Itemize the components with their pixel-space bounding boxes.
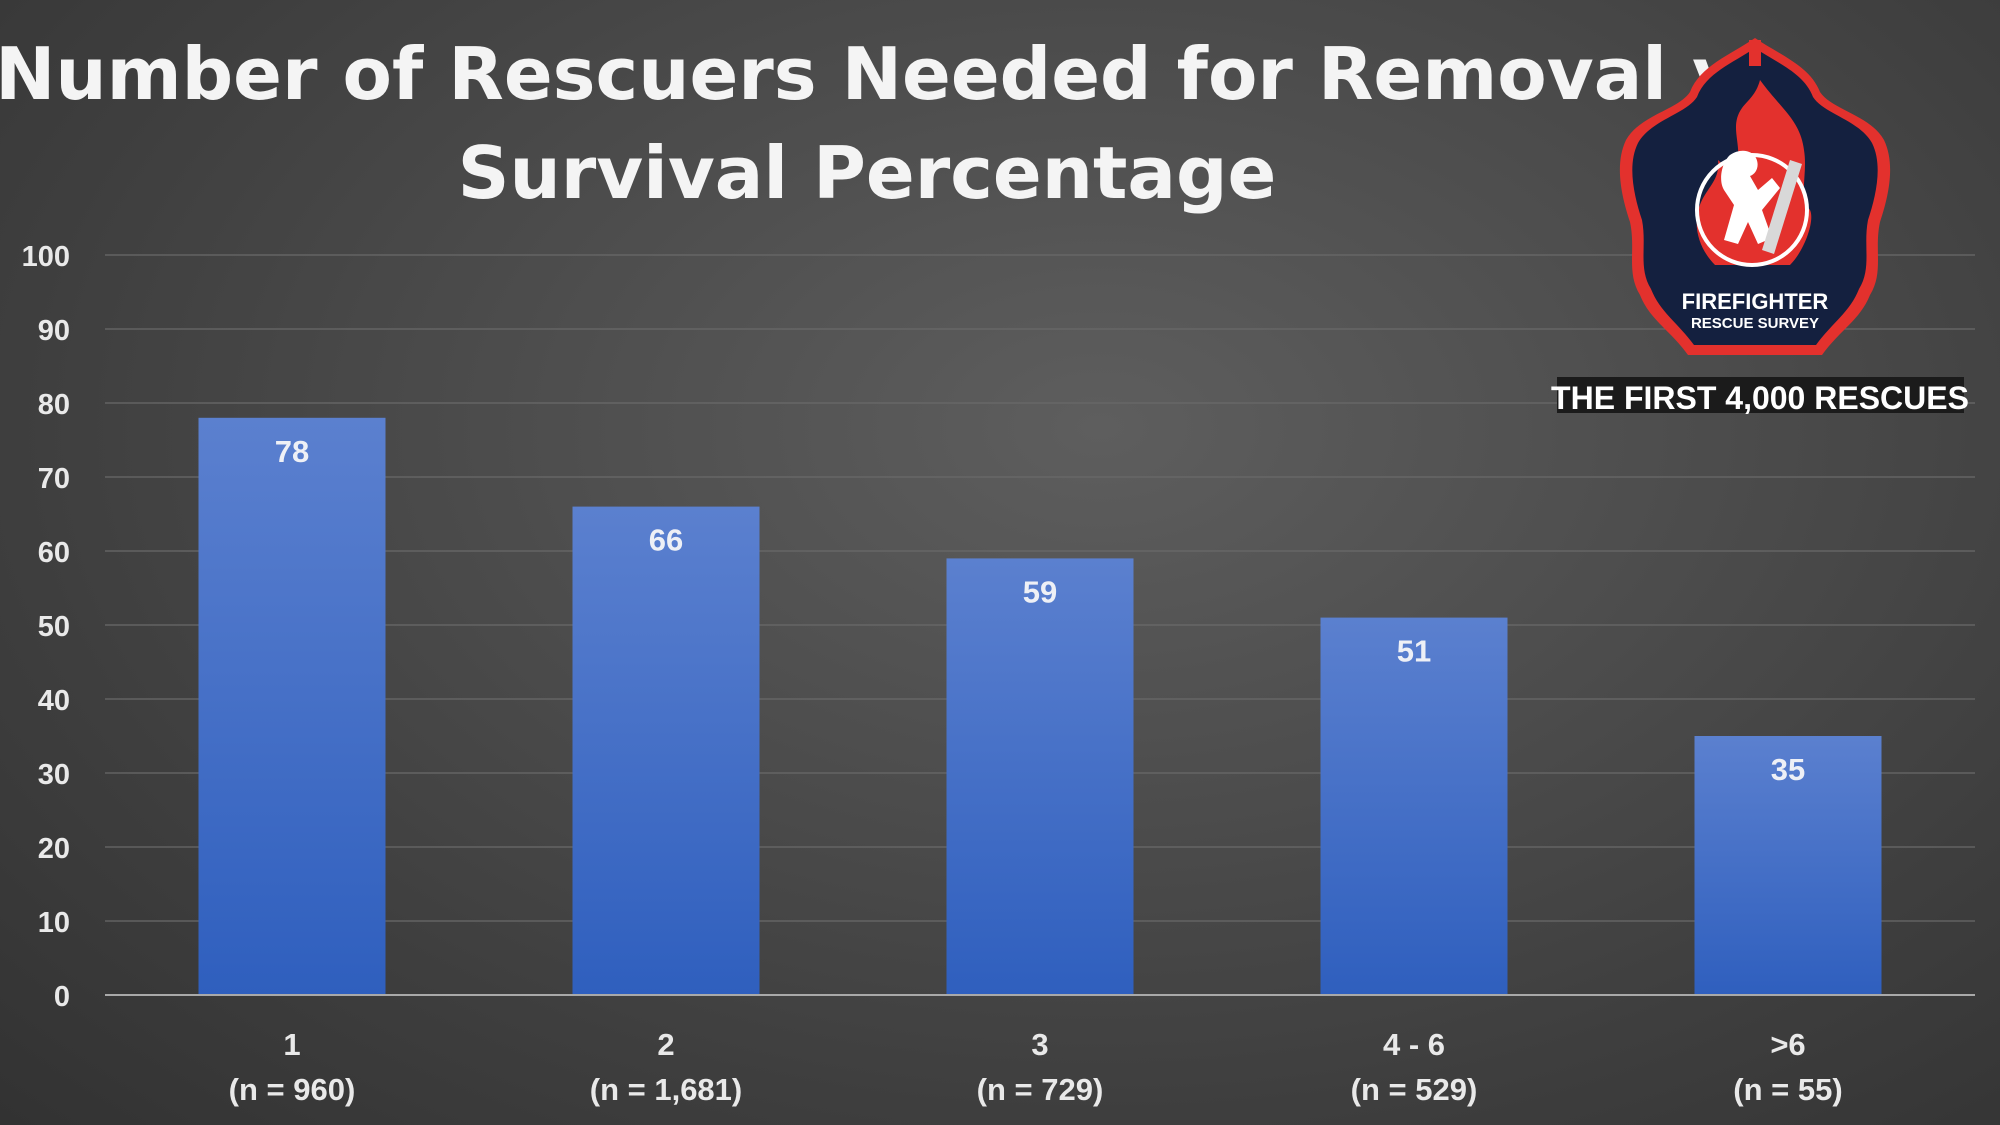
bar-data-label: 35 [1771,752,1805,787]
x-category-label: 2 [657,1027,674,1062]
y-tick-label: 10 [38,907,70,939]
x-category-label: >6 [1770,1027,1805,1062]
y-tick-label: 30 [38,759,70,791]
x-category-label: (n = 960) [229,1072,356,1107]
bar-data-label: 51 [1397,634,1431,669]
bar-data-label: 59 [1023,574,1057,609]
firefighter-figure-icon [1721,150,1780,244]
bar [946,558,1134,995]
x-category-label: (n = 1,681) [590,1072,743,1107]
bar-data-label: 78 [275,434,309,469]
y-tick-label: 40 [38,685,70,717]
y-tick-label: 80 [38,389,70,421]
firefighter-rescue-survey-logo: FIREFIGHTER RESCUE SURVEY [1619,38,1891,355]
chart-title-line-1: Number of Rescuers Needed for Removal v [0,32,1739,116]
y-axis-tick-labels: 0 10 20 30 40 50 60 70 80 90 100 [22,241,70,1013]
bar [1320,617,1508,995]
logo-top-notch-icon [1749,40,1761,66]
bars [198,417,1882,995]
x-category-label: 3 [1031,1027,1048,1062]
chart-title: Number of Rescuers Needed for Removal v … [0,32,1739,215]
y-tick-label: 50 [38,611,70,643]
x-category-label: (n = 729) [977,1072,1104,1107]
y-tick-label: 90 [38,315,70,347]
x-axis-category-labels: 1 (n = 960) 2 (n = 1,681) 3 (n = 729) 4 - 6 (n … [229,1027,1843,1107]
data-labels: 78 66 59 51 35 [275,434,1805,787]
ladder-icon [1762,160,1802,254]
x-category-label: (n = 529) [1351,1072,1478,1107]
x-category-label: 4 - 6 [1383,1027,1445,1062]
bar [572,506,760,995]
tagline-background [1557,377,1964,413]
y-tick-label: 0 [54,981,70,1013]
y-tick-label: 100 [22,241,70,273]
tagline-text: THE FIRST 4,000 RESCUES [1551,380,1969,416]
y-tick-label: 20 [38,833,70,865]
logo-text-rescue-survey: RESCUE SURVEY [1691,315,1819,332]
chart-title-line-2: Survival Percentage [458,131,1277,215]
y-tick-label: 60 [38,537,70,569]
y-tick-label: 70 [38,463,70,495]
bar [198,417,386,995]
logo-text-firefighter: FIREFIGHTER [1682,289,1829,314]
tagline-box: THE FIRST 4,000 RESCUES [1551,377,1969,416]
x-category-label: 1 [283,1027,300,1062]
bar [1694,736,1882,995]
bar-data-label: 66 [649,523,683,558]
x-category-label: (n = 55) [1733,1072,1842,1107]
